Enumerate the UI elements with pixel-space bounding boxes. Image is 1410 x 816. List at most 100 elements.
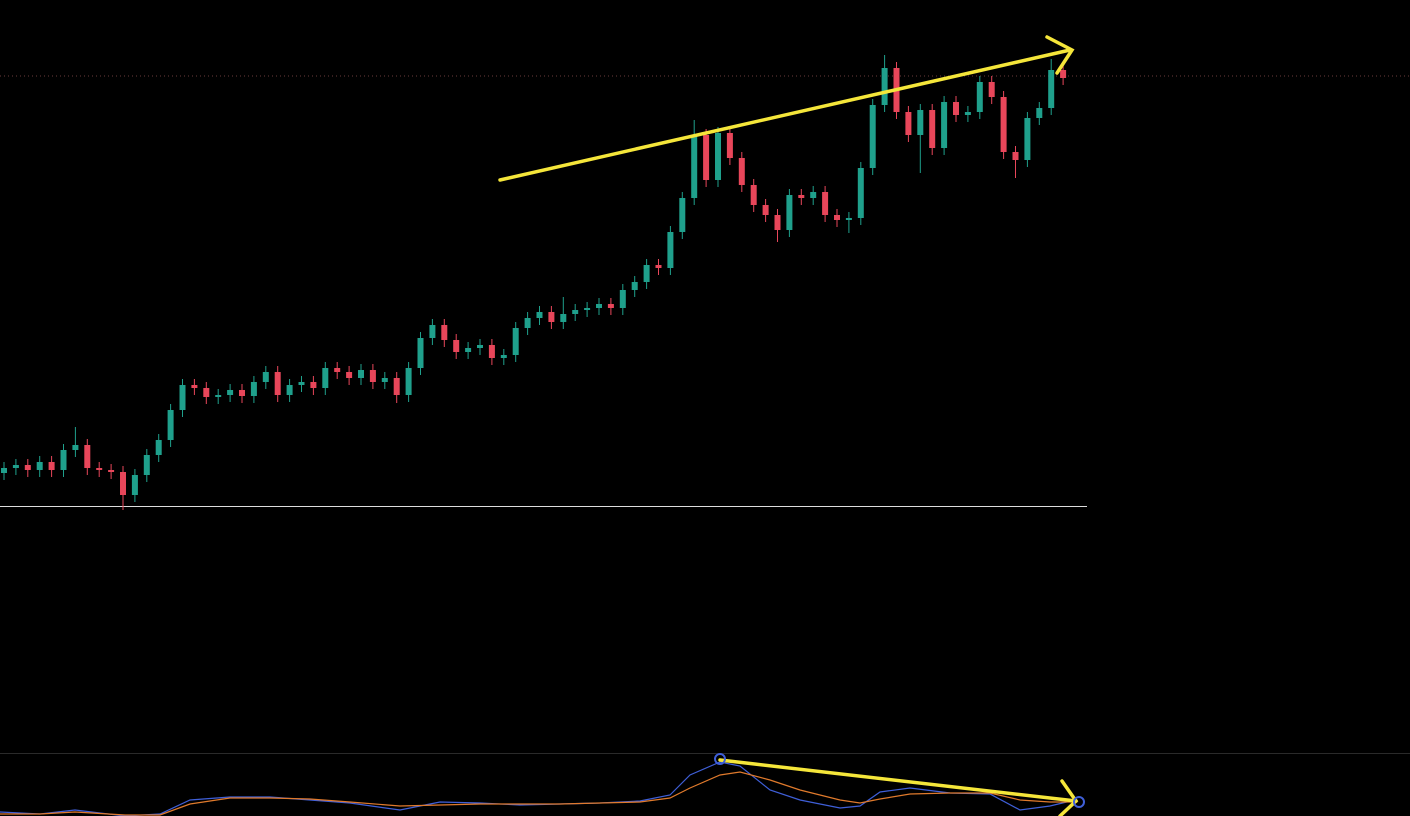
candle-body [108,470,115,472]
candle-body [48,462,55,470]
candle-body [857,168,864,218]
candle-body [703,135,710,180]
candle-body [36,462,43,470]
candle-body [691,135,698,198]
candle-body [227,390,234,395]
candle-body [369,370,376,382]
candle-body [179,385,186,410]
candle-body [143,455,150,475]
candle-body [286,385,293,395]
candle-body [24,465,31,470]
candle-body [941,102,948,148]
candle-body [1060,70,1067,78]
anchor [714,753,726,765]
candle-body [1036,108,1043,118]
candle-body [12,465,19,468]
candle-body [584,308,591,310]
candle-body [1,468,7,473]
candle-body [988,82,995,97]
candle-body [239,390,245,396]
trend-line [718,758,1078,803]
candle-body [738,158,745,185]
candle-body [191,385,198,388]
candle-body [715,133,721,180]
candle-body [72,445,79,450]
candle-body [845,218,852,220]
anchor [1073,796,1085,808]
candle-body [405,368,412,395]
candle-body [262,372,269,382]
candle-body [120,472,126,495]
candle-body [453,340,460,352]
candle-body [619,290,626,308]
candle-body [500,355,507,358]
macd [0,761,1076,816]
candle-body [512,328,519,355]
candle-body [477,345,483,348]
candle-body [417,338,424,368]
candle-body [536,312,543,318]
candle-body [1048,70,1055,108]
candle-body [643,265,650,282]
candle-body [964,112,971,115]
candle-body [381,378,388,382]
candle-body [679,198,686,232]
candle-body [298,382,305,385]
candle-body [822,192,829,215]
candle-body [726,133,733,158]
candle-body [548,312,555,322]
candle-body [322,368,329,388]
candle-body [631,282,638,290]
candle-body [655,265,662,268]
candle-body [572,310,579,314]
candle-body [250,382,257,396]
candle-body [774,215,781,230]
candle-body [60,450,67,470]
candle-body [96,468,103,470]
candle-body [667,232,674,268]
candle-body [310,382,317,388]
candle-body [1024,118,1031,160]
candle-body [869,105,876,168]
candle-body [274,372,281,395]
candle-body [358,370,364,378]
candle-body [334,368,341,372]
candle-body [976,82,983,112]
candle-body [524,318,531,328]
candle-body [607,304,614,308]
candle-body [155,440,162,455]
candle-body [881,68,888,105]
macd-line [0,771,1075,816]
candle-body [465,348,472,352]
candle-body [596,304,602,308]
drawings [498,35,1085,816]
candle-body [917,110,924,135]
candle-body [762,205,769,215]
arrow-head [1045,35,1075,75]
candle-body [393,378,400,395]
candle-body [929,110,936,148]
candle-body [786,195,793,230]
candle-body [905,112,912,135]
candle-body [215,395,222,397]
candle-body [560,314,567,322]
candle-body [346,372,353,378]
candle-body [798,195,805,198]
candle-body [953,102,959,115]
candle-body [488,345,495,358]
candle-body [441,325,448,340]
trend-line [498,48,1072,182]
arrow-head [1058,779,1079,816]
candle-body [750,185,757,205]
candle-body [1000,97,1007,152]
candle-body [131,475,138,495]
candle-body [84,445,91,468]
candle-body [203,388,210,397]
candle-body [834,215,840,220]
candle-body [167,410,174,440]
candle-body [429,325,436,338]
candle-body [1012,152,1019,160]
